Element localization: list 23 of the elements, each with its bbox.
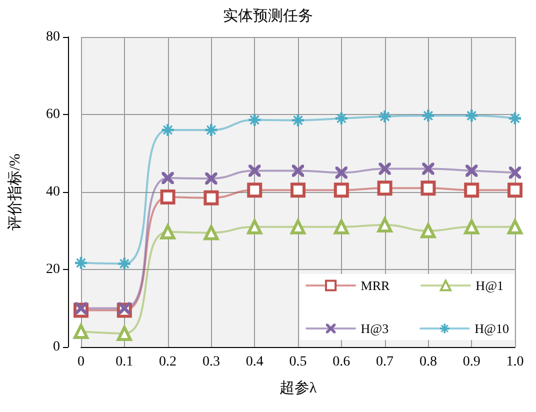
x-tick-label: 0 — [78, 354, 84, 370]
y-tick-label: 80 — [46, 30, 60, 44]
y-axis-title: 评价指标/% — [6, 154, 24, 230]
legend-label: MRR — [360, 278, 390, 293]
x-tick-label: 0.9 — [462, 354, 480, 370]
x-axis-title: 超参λ — [279, 380, 318, 396]
x-tick-label: 0.5 — [289, 354, 307, 370]
legend-label: H@10 — [474, 321, 510, 336]
x-tick-label: 0.2 — [159, 354, 177, 370]
x-tick-label: 0.1 — [116, 354, 134, 370]
chart-title: 实体预测任务 — [223, 8, 313, 24]
x-tick-label: 0.6 — [332, 354, 350, 370]
x-tick-label: 0.4 — [246, 354, 264, 370]
y-tick-label: 40 — [46, 184, 60, 200]
legend-label: H@1 — [476, 278, 504, 293]
y-tick-label: 0 — [53, 340, 60, 354]
y-tick-label: 20 — [46, 262, 60, 277]
x-tick-label: 1.0 — [506, 354, 524, 370]
y-tick-label: 60 — [46, 107, 60, 122]
legend-label: H@3 — [360, 321, 389, 336]
x-tick-label: 0.3 — [202, 354, 220, 370]
x-tick-label: 0.7 — [376, 354, 394, 370]
x-tick-label: 0.8 — [419, 354, 437, 370]
